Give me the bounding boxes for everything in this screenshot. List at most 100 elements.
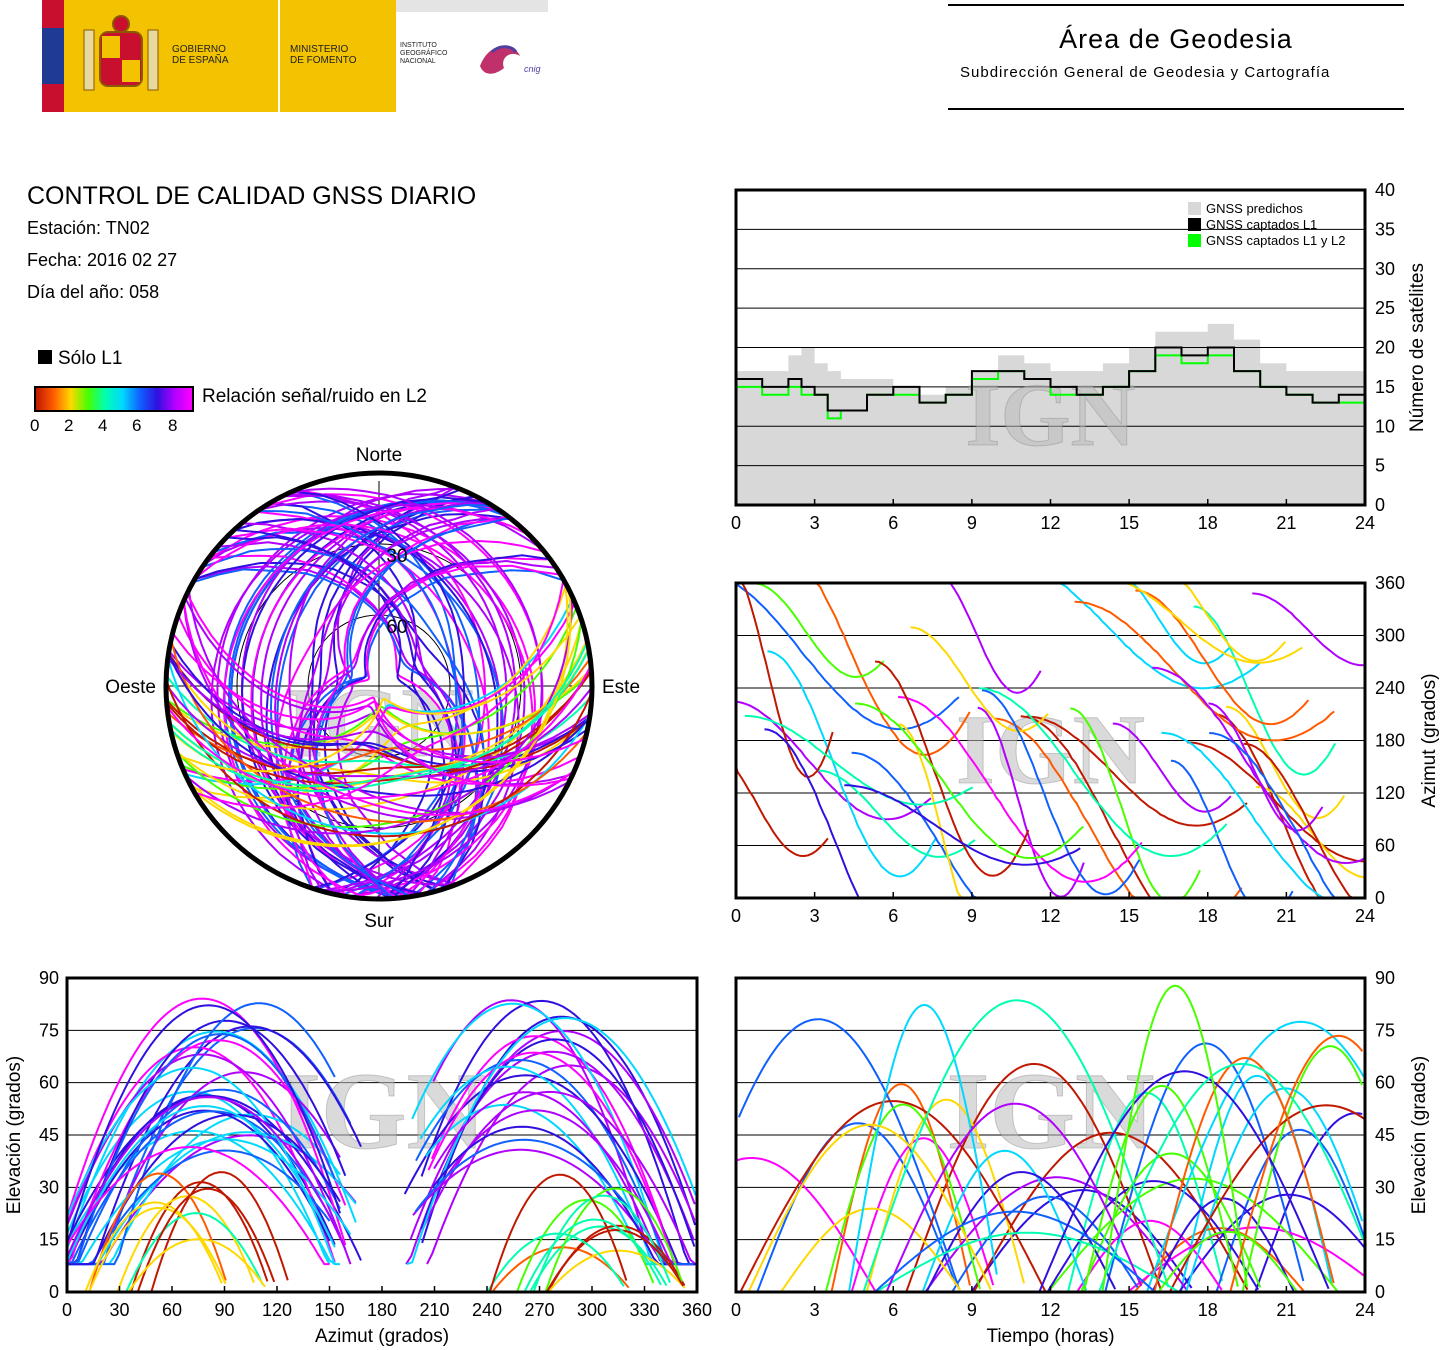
- azimuth-track: [1243, 742, 1366, 899]
- satellite-track: [177, 615, 582, 773]
- x-tick-label: 150: [314, 1300, 344, 1320]
- elevation-time-track: [780, 1207, 962, 1293]
- y-tick-label: 15: [1375, 1230, 1395, 1250]
- elevation-track: [66, 1004, 341, 1246]
- x-tick-label: 24: [1355, 906, 1375, 926]
- direction-east-label: Este: [602, 677, 640, 698]
- x-tick-label: 0: [731, 906, 741, 926]
- x-tick-label: 18: [1198, 513, 1218, 533]
- direction-north-label: Norte: [356, 445, 402, 466]
- y-tick-label: 60: [1375, 1073, 1395, 1093]
- x-tick-label: 18: [1198, 1300, 1218, 1320]
- x-tick-label: 0: [62, 1300, 72, 1320]
- elevation-time-track: [1241, 1045, 1364, 1293]
- elevation-time-track: [1168, 1104, 1366, 1293]
- elevation-time-track: [924, 1176, 1188, 1293]
- elevation-time-track: [1185, 1087, 1364, 1293]
- x-tick-label: 9: [967, 513, 977, 533]
- y-tick-label: 0: [1375, 888, 1385, 908]
- elevation-time-track: [756, 1122, 957, 1293]
- elevation-time-track: [921, 1149, 1088, 1293]
- satellite-track: [286, 487, 543, 892]
- x-tick-label: 12: [1040, 1300, 1060, 1320]
- x-tick-label: 21: [1276, 1300, 1296, 1320]
- elevation-time-track: [1082, 1084, 1239, 1293]
- x-tick-label: 180: [367, 1300, 397, 1320]
- elevation-track: [88, 1172, 227, 1293]
- y-tick-label: 0: [1375, 1282, 1385, 1302]
- y-tick-label: 300: [1375, 626, 1405, 646]
- l1-only-swatch: [38, 350, 52, 364]
- elevation-time-track: [951, 1195, 1139, 1293]
- elevation-time-track: [1229, 1034, 1364, 1293]
- azimuth-track: [1026, 715, 1248, 827]
- y-tick-label: 60: [1375, 836, 1395, 856]
- elevation-time-track: [1215, 1128, 1366, 1293]
- satellite-track: [269, 503, 494, 898]
- elevation-track: [532, 1194, 671, 1293]
- coat-of-arms-icon: [83, 15, 159, 91]
- x-axis-label: Tiempo (horas): [986, 1326, 1114, 1347]
- satellite-track: [186, 593, 572, 787]
- l1-only-label: Sólo L1: [58, 348, 123, 369]
- colorbar-tick: 0: [30, 416, 40, 435]
- elevation-time-track: [1080, 1152, 1262, 1293]
- azimuth-track: [1170, 759, 1294, 899]
- flag-icon: [42, 0, 64, 112]
- x-tick-label: 24: [1355, 513, 1375, 533]
- elevation-time-track: [1101, 984, 1249, 1293]
- ring-label: 30: [386, 546, 407, 567]
- elevation-track: [426, 1064, 696, 1265]
- x-tick-label: 3: [810, 906, 820, 926]
- elevation-time-track: [1178, 1193, 1366, 1293]
- elevation-time-track: [875, 1231, 1179, 1293]
- doy-label: Día del año: 058: [27, 282, 160, 302]
- elevation-track: [432, 1125, 696, 1266]
- series-line-GNSS-captados-L1: [736, 346, 1366, 412]
- azimuth-track: [898, 696, 1143, 883]
- page-title: CONTROL DE CALIDAD GNSS DIARIO: [27, 182, 477, 210]
- satellite-track: [222, 507, 530, 900]
- snr-label: Relación señal/ruido en L2: [202, 386, 427, 407]
- y-tick-label: 15: [1375, 377, 1395, 397]
- satellite-track: [165, 667, 593, 785]
- elevation-time-track: [885, 1102, 1143, 1293]
- elevation-track: [127, 1238, 266, 1293]
- azimuth-track: [1252, 592, 1366, 667]
- x-tick-label: 30: [109, 1300, 129, 1320]
- azimuth-track: [767, 650, 938, 878]
- satellite-track: [315, 516, 511, 900]
- y-tick-label: 40: [1375, 180, 1395, 200]
- y-tick-label: 60: [39, 1073, 59, 1093]
- x-tick-label: 210: [419, 1300, 449, 1320]
- elevation-track: [150, 1171, 289, 1293]
- satellite-track: [297, 517, 512, 900]
- watermark: IGN: [278, 1050, 486, 1172]
- direction-south-label: Sur: [364, 911, 394, 932]
- x-tick-label: 21: [1276, 513, 1296, 533]
- y-tick-label: 0: [49, 1282, 59, 1302]
- azimuth-track: [735, 582, 960, 731]
- legend-label: GNSS captados L1 y L2: [1206, 233, 1345, 248]
- area-subtitle: Subdirección General de Geodesia y Carto…: [960, 64, 1331, 81]
- y-tick-label: 45: [39, 1125, 59, 1145]
- y-tick-label: 240: [1375, 678, 1405, 698]
- satellite-track: [165, 670, 593, 775]
- elevation-track: [129, 1181, 269, 1293]
- elevation-track: [523, 1218, 662, 1293]
- station-label: Estación: TN02: [27, 218, 150, 238]
- elevation-time-track: [970, 1189, 1193, 1293]
- azimuth-track: [1101, 582, 1303, 664]
- x-tick-label: 6: [888, 513, 898, 533]
- y-tick-label: 90: [39, 968, 59, 988]
- satellite-track: [166, 664, 592, 800]
- elevation-track: [88, 1206, 227, 1293]
- legend-swatch: [1188, 202, 1201, 215]
- y-tick-label: 120: [1375, 783, 1405, 803]
- y-tick-label: 30: [1375, 1177, 1395, 1197]
- azimuth-track: [934, 582, 1042, 694]
- ministry-block: MINISTERIO DE FOMENTO: [280, 0, 396, 112]
- azimuth-track: [773, 582, 971, 756]
- elevation-time-track: [1038, 1070, 1330, 1293]
- elevation-track: [67, 1088, 341, 1266]
